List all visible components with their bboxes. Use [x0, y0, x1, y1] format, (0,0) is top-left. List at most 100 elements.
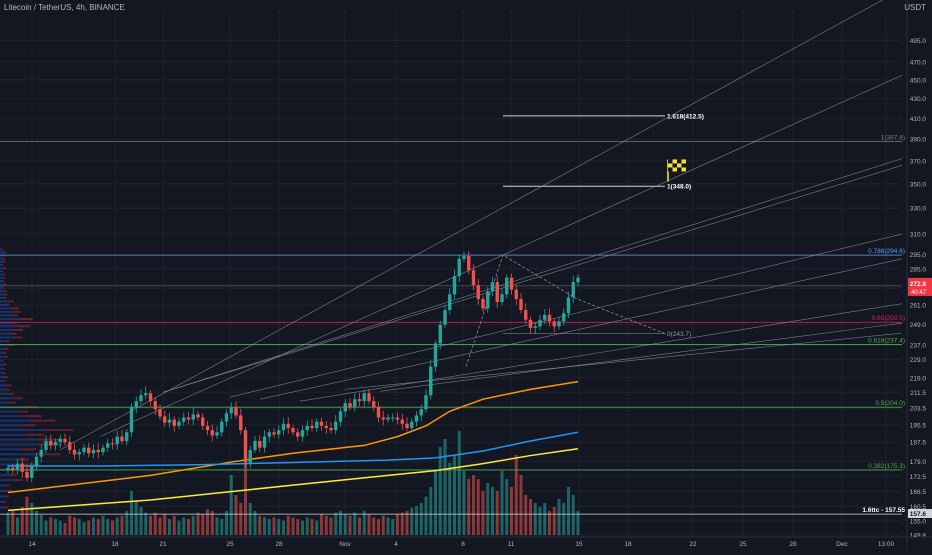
candle-body[interactable]: [39, 449, 43, 457]
candle-body[interactable]: [476, 285, 480, 299]
candle-body[interactable]: [319, 421, 324, 426]
candle-body[interactable]: [243, 430, 248, 463]
candle-body[interactable]: [471, 270, 476, 286]
candle-body[interactable]: [334, 421, 338, 431]
candle-body[interactable]: [267, 432, 271, 437]
candle-body[interactable]: [196, 414, 200, 418]
candle-body[interactable]: [191, 414, 195, 420]
candle-body[interactable]: [110, 443, 115, 445]
candle-body[interactable]: [258, 441, 262, 448]
candle-body[interactable]: [144, 393, 148, 396]
candle-body[interactable]: [239, 415, 243, 431]
candle-body[interactable]: [514, 289, 518, 299]
candle-body[interactable]: [481, 298, 485, 309]
candle-body[interactable]: [543, 314, 547, 320]
candle-body[interactable]: [77, 452, 81, 455]
candle-body[interactable]: [329, 428, 333, 431]
candle-body[interactable]: [552, 321, 556, 327]
candle-body[interactable]: [281, 423, 286, 431]
candle-body[interactable]: [424, 395, 428, 410]
candle-body[interactable]: [357, 399, 362, 402]
candle-body[interactable]: [201, 417, 205, 426]
candle-body[interactable]: [101, 447, 105, 453]
candle-body[interactable]: [296, 432, 300, 437]
candle-body[interactable]: [205, 425, 210, 431]
candle-body[interactable]: [367, 393, 371, 402]
candle-body[interactable]: [125, 432, 129, 442]
candle-body[interactable]: [395, 417, 400, 420]
candle-body[interactable]: [524, 310, 528, 320]
candle-body[interactable]: [324, 425, 328, 429]
candle-body[interactable]: [414, 415, 419, 422]
candle-body[interactable]: [291, 428, 295, 433]
candle-body[interactable]: [96, 449, 100, 453]
candle-body[interactable]: [457, 258, 461, 277]
candle-body[interactable]: [490, 282, 495, 292]
candle-body[interactable]: [106, 443, 110, 448]
candle-body[interactable]: [234, 407, 238, 416]
candle-body[interactable]: [566, 297, 571, 314]
candles-layer[interactable]: [6, 251, 580, 482]
candle-body[interactable]: [148, 393, 153, 402]
candle-body[interactable]: [177, 421, 181, 426]
candle-body[interactable]: [186, 417, 191, 420]
candle-body[interactable]: [25, 471, 29, 478]
candle-body[interactable]: [495, 282, 499, 303]
candle-body[interactable]: [272, 432, 276, 435]
candle-body[interactable]: [528, 319, 533, 329]
candle-body[interactable]: [547, 314, 552, 322]
candle-body[interactable]: [63, 438, 67, 443]
candle-body[interactable]: [115, 436, 119, 445]
candle-body[interactable]: [467, 255, 471, 271]
candle-body[interactable]: [286, 423, 290, 429]
candle-body[interactable]: [44, 441, 48, 450]
candle-body[interactable]: [34, 456, 39, 466]
candle-body[interactable]: [72, 449, 77, 455]
candle-body[interactable]: [153, 401, 157, 410]
candle-body[interactable]: [129, 407, 134, 433]
candle-body[interactable]: [338, 411, 343, 422]
candle-body[interactable]: [376, 407, 381, 418]
candle-body[interactable]: [277, 430, 281, 435]
candle-body[interactable]: [452, 276, 457, 295]
candle-body[interactable]: [215, 432, 219, 436]
candle-body[interactable]: [20, 463, 24, 472]
candle-body[interactable]: [343, 403, 347, 412]
candle-body[interactable]: [533, 326, 537, 329]
candle-body[interactable]: [353, 399, 357, 408]
candle-body[interactable]: [134, 401, 138, 408]
candle-body[interactable]: [429, 366, 433, 396]
candle-body[interactable]: [253, 441, 257, 450]
candle-body[interactable]: [571, 282, 575, 298]
candle-body[interactable]: [11, 467, 15, 470]
candle-body[interactable]: [505, 277, 509, 295]
candle-body[interactable]: [443, 310, 447, 325]
candle-body[interactable]: [348, 403, 352, 408]
candle-body[interactable]: [500, 294, 504, 303]
candle-body[interactable]: [391, 417, 395, 419]
candle-body[interactable]: [229, 407, 233, 414]
candle-body[interactable]: [262, 436, 267, 448]
candle-body[interactable]: [182, 417, 186, 422]
candle-body[interactable]: [163, 416, 167, 423]
candle-body[interactable]: [158, 409, 162, 417]
candle-body[interactable]: [87, 447, 91, 454]
candle-body[interactable]: [220, 421, 224, 433]
candle-body[interactable]: [557, 321, 561, 327]
candle-body[interactable]: [82, 447, 86, 453]
candle-body[interactable]: [30, 465, 34, 478]
candle-body[interactable]: [410, 421, 414, 429]
candle-body[interactable]: [448, 294, 452, 311]
candle-body[interactable]: [486, 291, 490, 309]
candle-body[interactable]: [58, 438, 62, 443]
candle-body[interactable]: [91, 449, 96, 454]
candle-body[interactable]: [433, 343, 438, 367]
candle-body[interactable]: [576, 277, 580, 283]
candle-body[interactable]: [419, 409, 423, 416]
candle-body[interactable]: [400, 419, 404, 424]
candle-body[interactable]: [538, 319, 542, 327]
candle-body[interactable]: [224, 413, 229, 422]
candle-body[interactable]: [462, 255, 466, 259]
